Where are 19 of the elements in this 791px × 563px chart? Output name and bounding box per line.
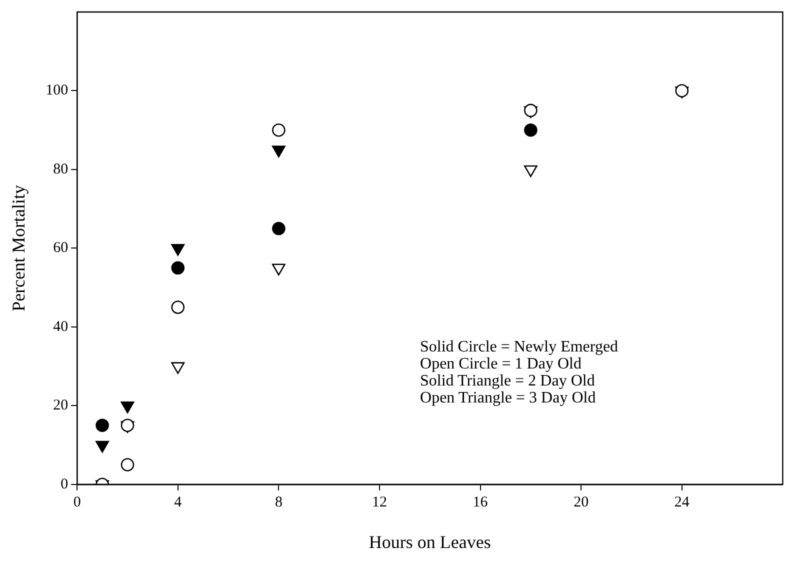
x-tick-label: 12 xyxy=(372,494,387,510)
annotation: Open Triangle = 3 Day Old xyxy=(420,390,596,407)
x-axis-title: Hours on Leaves xyxy=(368,532,491,552)
x-tick-label: 0 xyxy=(73,494,81,510)
y-tick-label: 20 xyxy=(53,398,68,414)
annotation: Solid Circle = Newly Emerged xyxy=(420,338,618,356)
annotation: Open Circle = 1 Day Old xyxy=(420,356,582,373)
y-tick-label: 100 xyxy=(46,82,68,99)
y-tick-label: 60 xyxy=(53,240,68,256)
x-tick-label: 20 xyxy=(574,494,589,510)
y-tick-label: 80 xyxy=(53,161,68,178)
x-tick-label: 8 xyxy=(274,494,282,510)
x-tick-label: 16 xyxy=(472,494,488,510)
x-tick-label: 24 xyxy=(674,494,690,510)
y-axis-title: Percent Mortality xyxy=(8,184,29,312)
y-tick-label: 40 xyxy=(53,318,68,335)
x-tick-label: 4 xyxy=(174,494,182,510)
annotation: Solid Triangle = 2 Day Old xyxy=(420,372,595,390)
y-tick-label: 0 xyxy=(60,476,68,492)
